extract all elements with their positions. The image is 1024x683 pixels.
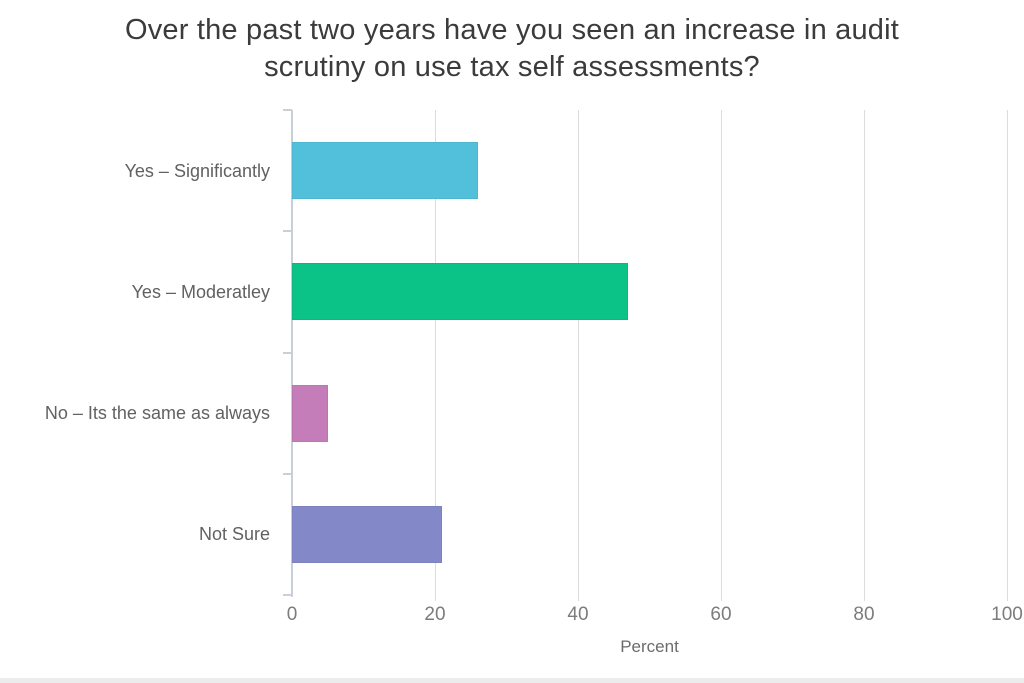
gridline [1006, 110, 1008, 601]
bar [292, 505, 443, 563]
x-tick-label: 0 [286, 604, 298, 625]
x-tick-label: 20 [424, 604, 446, 625]
category-label: Yes – Moderatley [131, 281, 270, 302]
x-tick-label: 100 [991, 604, 1023, 625]
bottom-divider [0, 678, 1024, 683]
plot-area [283, 109, 1008, 601]
chart-title: Over the past two years have you seen an… [52, 12, 972, 86]
bar [292, 142, 478, 200]
chart-title-text: Over the past two years have you seen an… [124, 14, 900, 83]
bar [292, 384, 328, 442]
category-label: Yes – Significantly [124, 160, 270, 181]
gridline [577, 110, 579, 601]
category-label: Not Sure [198, 524, 270, 545]
x-axis-title: Percent [620, 637, 679, 656]
gridline [434, 110, 436, 601]
x-tick-label: 80 [853, 604, 875, 625]
x-tick-label: 40 [567, 604, 589, 625]
category-label: No – Its the same as always [44, 403, 270, 424]
y-axis-tick [283, 472, 292, 475]
gridline [720, 110, 722, 601]
y-axis-line [291, 110, 293, 597]
bar [292, 263, 629, 321]
y-axis-tick [283, 594, 292, 596]
y-axis-tick [283, 351, 292, 354]
x-tick-label: 60 [710, 604, 732, 625]
y-axis-tick [283, 109, 292, 111]
gridline [863, 110, 865, 601]
y-axis-tick [283, 230, 292, 233]
